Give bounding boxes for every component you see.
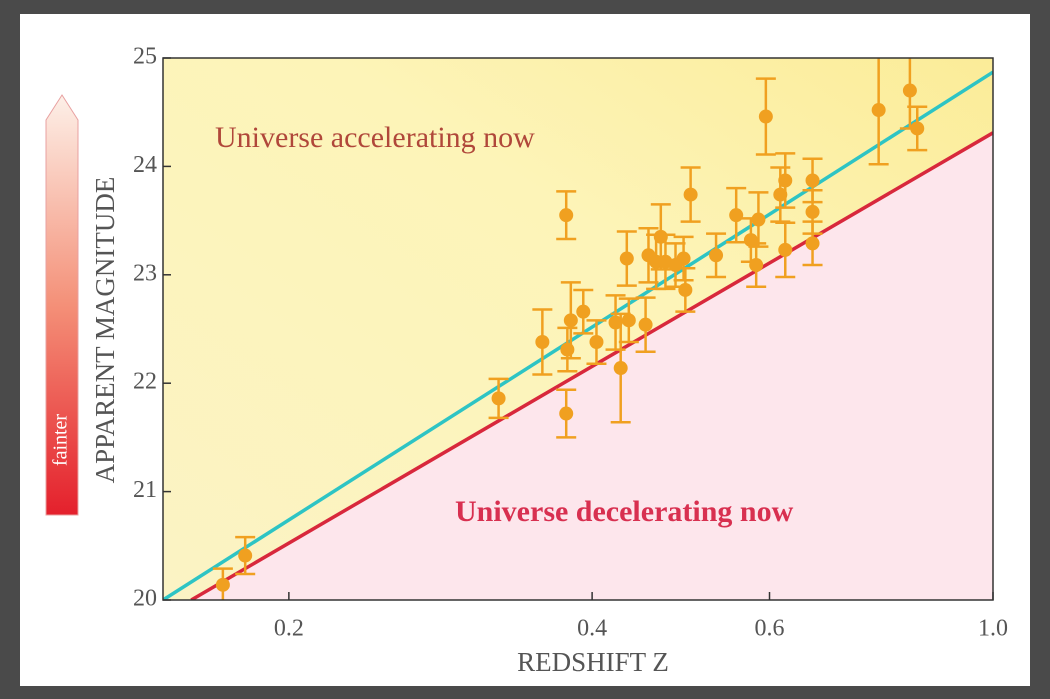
y-axis-label: APPARENT MAGNITUDE [90,177,120,484]
data-point [238,548,253,563]
data-point [778,173,793,188]
data-point [749,258,764,273]
data-point [619,251,634,266]
data-point [638,317,653,332]
data-point [871,103,886,118]
data-point [902,83,917,98]
x-tick-label: 1.0 [978,616,1008,642]
data-point [678,282,693,297]
fainter-arrow [45,94,79,516]
data-point [910,121,925,136]
plot-area [163,58,993,600]
data-point [751,212,766,227]
model-line [190,131,993,600]
data-point [729,208,744,223]
model-line [163,70,993,600]
data-point [559,208,574,223]
x-tick-label: 0.4 [577,616,607,642]
data-point [805,173,820,188]
data-point [758,109,773,124]
data-point [676,251,691,266]
data-point [535,335,550,350]
x-axis-label: REDSHIFT Z [517,647,669,677]
fainter-label: fainter [50,414,72,467]
y-tick-label: 20 [133,586,157,612]
data-point [805,236,820,251]
data-point [613,361,628,376]
annotation: Universe accelerating now [215,121,535,154]
x-tick-label: 0.6 [755,616,785,642]
data-point [589,335,604,350]
y-tick-label: 24 [133,152,157,178]
data-point [563,313,578,328]
data-point [805,204,820,219]
data-point [559,406,574,421]
data-point [778,242,793,257]
y-tick-label: 21 [133,477,157,503]
plot-frame [162,57,994,601]
y-tick-label: 23 [133,260,157,286]
y-tick-label: 22 [133,369,157,395]
annotation: Universe decelerating now [455,495,794,528]
data-point [608,315,623,330]
data-point [683,187,698,202]
y-tick-label: 25 [133,44,157,70]
data-point [560,342,575,357]
data-point [215,577,230,592]
data-point [773,187,788,202]
data-point [709,248,724,263]
data-point [621,313,636,328]
data-point [491,391,506,406]
x-tick-label: 0.2 [274,616,304,642]
data-point [576,304,591,319]
decelerating-region [163,132,993,600]
